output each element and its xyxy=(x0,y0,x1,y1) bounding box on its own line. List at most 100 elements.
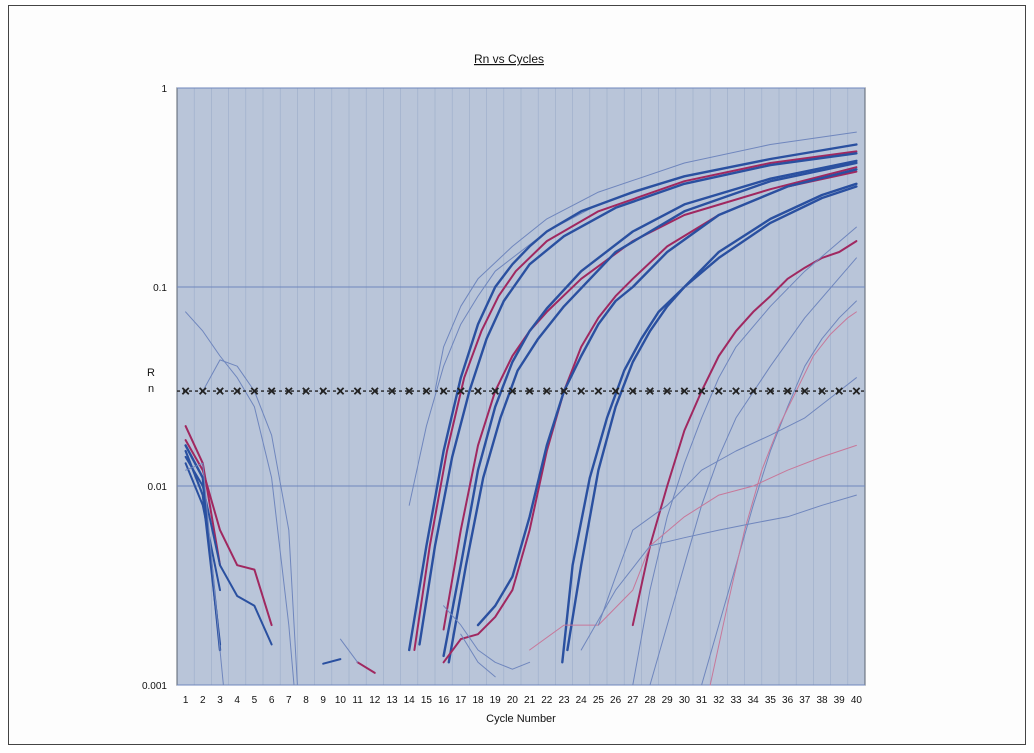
series-line xyxy=(442,159,858,658)
x-tick-label: 26 xyxy=(610,695,622,706)
series-line xyxy=(597,377,857,626)
threshold-marker xyxy=(405,387,414,395)
threshold-marker xyxy=(714,387,723,395)
series-line xyxy=(447,161,858,664)
threshold-marker xyxy=(250,387,259,395)
y-tick-label: 0.1 xyxy=(153,283,167,294)
threshold-marker xyxy=(198,387,207,395)
series-line xyxy=(632,226,857,686)
threshold-marker xyxy=(456,387,465,395)
series-line xyxy=(418,152,858,646)
x-tick-label: 12 xyxy=(369,695,381,706)
x-tick-label: 25 xyxy=(593,695,605,706)
x-tick-label: 20 xyxy=(507,695,519,706)
x-tick-label: 40 xyxy=(851,695,863,706)
threshold-marker xyxy=(370,387,379,395)
y-tick-label: 0.01 xyxy=(148,482,168,493)
x-tick-label: 23 xyxy=(558,695,570,706)
threshold-marker xyxy=(852,387,861,395)
threshold-marker xyxy=(336,387,345,395)
threshold-marker xyxy=(577,387,586,395)
x-tick-label: 28 xyxy=(644,695,656,706)
series-line xyxy=(709,311,857,686)
threshold-marker xyxy=(628,387,637,395)
threshold-marker xyxy=(560,387,568,395)
series-line xyxy=(184,439,273,627)
y-axis-title-line: n xyxy=(148,383,154,395)
series-line xyxy=(566,185,858,652)
y-tick-label: 0.001 xyxy=(142,681,167,692)
series-line xyxy=(185,462,224,686)
x-tick-label: 3 xyxy=(217,695,223,706)
x-tick-label: 14 xyxy=(404,695,416,706)
series-line xyxy=(408,143,858,652)
x-tick-label: 19 xyxy=(490,695,502,706)
x-tick-label: 6 xyxy=(269,695,275,706)
x-tick-label: 31 xyxy=(696,695,708,706)
threshold-marker xyxy=(439,387,448,395)
series-line xyxy=(184,455,273,646)
x-tick-label: 10 xyxy=(335,695,347,706)
threshold-marker xyxy=(388,387,396,395)
x-tick-label: 18 xyxy=(472,695,484,706)
threshold-marker xyxy=(766,387,775,395)
series-line xyxy=(339,638,359,663)
chart-title: Rn vs Cycles xyxy=(474,52,544,66)
x-tick-label: 1 xyxy=(183,695,189,706)
threshold-marker xyxy=(525,387,534,395)
threshold-marker xyxy=(594,387,603,395)
x-tick-label: 37 xyxy=(799,695,811,706)
threshold-marker xyxy=(474,387,482,395)
x-tick-label: 9 xyxy=(320,695,326,706)
threshold-marker xyxy=(508,387,517,395)
threshold-marker xyxy=(680,387,689,395)
threshold-marker xyxy=(611,387,620,395)
threshold-marker xyxy=(783,387,792,395)
x-tick-label: 29 xyxy=(662,695,674,706)
series-line xyxy=(184,462,221,592)
series-line xyxy=(434,131,857,392)
x-tick-label: 17 xyxy=(455,695,467,706)
x-tick-label: 24 xyxy=(576,695,588,706)
x-tick-label: 7 xyxy=(286,695,292,706)
x-tick-label: 2 xyxy=(200,695,206,706)
x-tick-label: 35 xyxy=(765,695,777,706)
threshold-marker xyxy=(542,387,551,395)
threshold-marker xyxy=(491,387,500,395)
y-axis-title: Rn xyxy=(147,367,155,395)
x-tick-label: 13 xyxy=(386,695,398,706)
x-tick-label: 39 xyxy=(834,695,846,706)
x-tick-label: 15 xyxy=(421,695,433,706)
x-tick-label: 21 xyxy=(524,695,536,706)
series-line xyxy=(476,168,858,627)
series-line xyxy=(443,605,531,670)
x-tick-label: 32 xyxy=(713,695,725,706)
x-tick-label: 22 xyxy=(541,695,553,706)
threshold-marker xyxy=(216,387,224,395)
series-line xyxy=(701,300,857,686)
y-tick-label: 1 xyxy=(161,84,167,95)
x-tick-label: 11 xyxy=(352,695,363,706)
threshold-marker xyxy=(646,387,654,395)
x-tick-label: 30 xyxy=(679,695,691,706)
threshold-marker xyxy=(353,387,362,395)
series-line xyxy=(561,182,858,664)
series-line xyxy=(442,170,858,664)
x-tick-label: 16 xyxy=(438,695,450,706)
threshold-marker xyxy=(749,387,758,395)
threshold-marker xyxy=(284,387,293,395)
x-axis-title: Cycle Number xyxy=(486,713,556,725)
x-tick-label: 36 xyxy=(782,695,794,706)
series-line xyxy=(649,257,857,686)
threshold-marker xyxy=(267,387,276,395)
series-line xyxy=(460,633,496,678)
x-tick-label: 27 xyxy=(627,695,639,706)
series-line xyxy=(185,311,295,686)
x-tick-label: 34 xyxy=(748,695,760,706)
threshold-marker xyxy=(732,387,740,395)
threshold-marker xyxy=(663,387,672,395)
series-line xyxy=(529,444,857,651)
threshold-marker xyxy=(818,387,826,395)
